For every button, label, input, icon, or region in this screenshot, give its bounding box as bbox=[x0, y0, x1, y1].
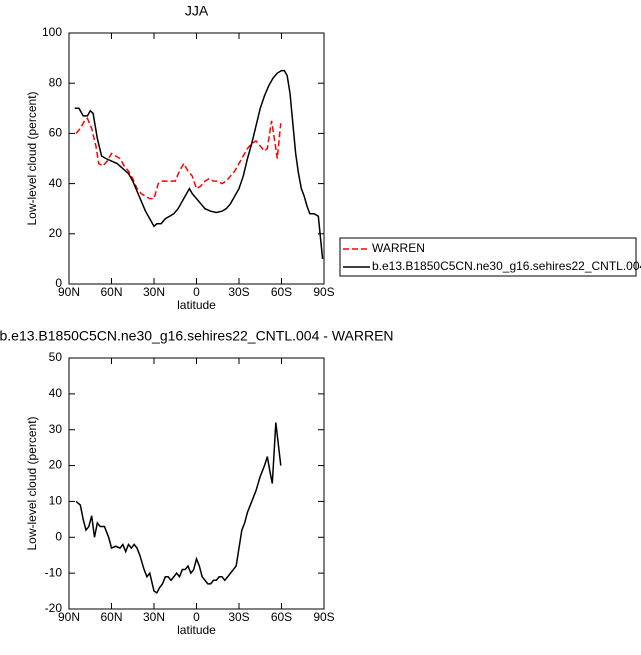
x-tick-label: 60S bbox=[271, 285, 292, 299]
x-tick-label: 90S bbox=[313, 285, 334, 299]
chart-title: b.e13.B1850C5CN.ne30_g16.sehires22_CNTL.… bbox=[0, 328, 394, 344]
x-tick-label: 90S bbox=[313, 610, 334, 624]
x-tick-label: 60N bbox=[100, 610, 122, 624]
y-tick-label: 100 bbox=[42, 25, 62, 39]
y-tick-label: 20 bbox=[49, 458, 63, 472]
x-axis-label: latitude bbox=[177, 623, 216, 637]
y-tick-label: 0 bbox=[55, 529, 62, 543]
y-tick-label: 10 bbox=[49, 494, 63, 508]
x-axis-label: latitude bbox=[177, 298, 216, 312]
legend-box bbox=[339, 237, 637, 277]
y-axis-label: Low-level cloud (percent) bbox=[25, 91, 39, 225]
y-tick-label: 30 bbox=[49, 422, 63, 436]
y-tick-label: -20 bbox=[45, 601, 63, 615]
x-tick-label: 30S bbox=[228, 285, 249, 299]
data-line bbox=[75, 422, 282, 594]
y-tick-label: 60 bbox=[49, 126, 63, 140]
x-tick-label: 60N bbox=[100, 285, 122, 299]
y-tick-label: 50 bbox=[49, 350, 63, 364]
y-tick-label: 40 bbox=[49, 176, 63, 190]
y-tick-label: -10 bbox=[45, 565, 63, 579]
y-tick-label: 80 bbox=[49, 75, 63, 89]
data-line bbox=[75, 117, 282, 200]
x-tick-label: 30N bbox=[143, 610, 165, 624]
plot-frame bbox=[68, 357, 325, 610]
legend-label: b.e13.B1850C5CN.ne30_g16.sehires22_CNTL.… bbox=[372, 259, 641, 273]
x-tick-label: 90N bbox=[58, 285, 80, 299]
y-axis-label: Low-level cloud (percent) bbox=[25, 416, 39, 550]
legend-label: WARREN bbox=[372, 241, 425, 255]
y-tick-label: 40 bbox=[49, 386, 63, 400]
y-tick-label: 0 bbox=[55, 276, 62, 290]
x-tick-label: 60S bbox=[271, 610, 292, 624]
x-tick-label: 90N bbox=[58, 610, 80, 624]
y-tick-label: 20 bbox=[49, 226, 63, 240]
chart-title: JJA bbox=[185, 3, 209, 19]
plot-frame bbox=[68, 32, 325, 285]
data-line bbox=[74, 69, 324, 259]
x-tick-label: 30N bbox=[143, 285, 165, 299]
x-tick-label: 0 bbox=[193, 610, 200, 624]
x-tick-label: 30S bbox=[228, 610, 249, 624]
x-tick-label: 0 bbox=[193, 285, 200, 299]
